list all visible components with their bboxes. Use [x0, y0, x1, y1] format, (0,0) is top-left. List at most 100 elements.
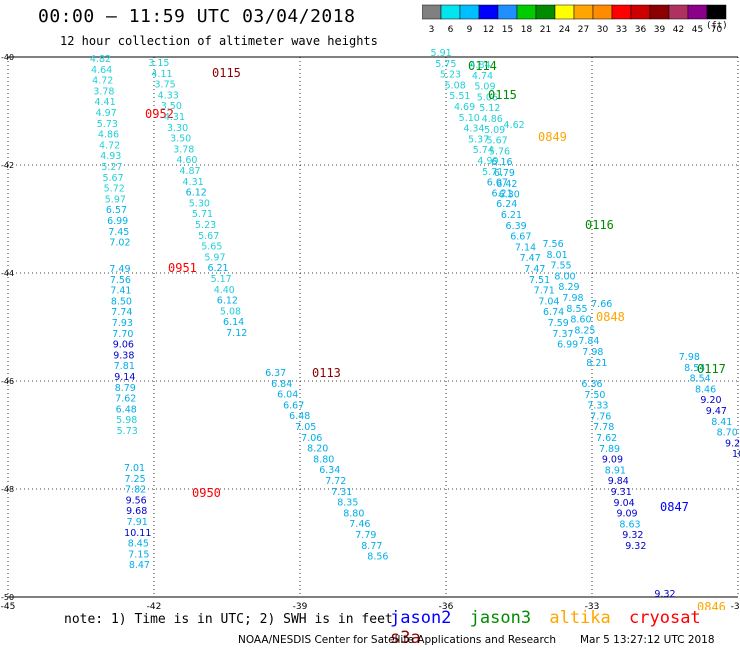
legend-jason3: jason3	[469, 608, 532, 628]
colorbar-tick: 6	[448, 25, 454, 34]
swh-value: 7.81	[114, 361, 135, 372]
swh-value: 6.07	[487, 178, 508, 189]
swh-value: 6.21	[501, 210, 522, 221]
swh-value: 9.20	[700, 395, 721, 406]
swh-value: 7.55	[550, 261, 571, 272]
swh-value: 6.04	[277, 390, 298, 401]
track-time-label: 0847	[660, 500, 689, 514]
swh-value: 6.67	[510, 232, 531, 243]
swh-value: 4.84	[469, 60, 490, 71]
swh-value: 4.87	[179, 166, 200, 177]
swh-value: 7.01	[124, 463, 145, 474]
colorbar-swatch	[706, 4, 727, 20]
swh-value: 4.72	[92, 76, 113, 87]
swh-value: 5.51	[449, 91, 470, 102]
swh-value: 5.75	[435, 59, 456, 70]
swh-value: 8.63	[619, 519, 640, 530]
colorbar-tick: 70	[711, 25, 723, 34]
swh-value: 8.50	[111, 296, 132, 307]
swh-value: 5.09	[474, 82, 495, 93]
swh-value: 4.74	[472, 71, 493, 82]
swh-value: 7.15	[128, 549, 149, 560]
swh-value: 9.31	[611, 487, 632, 498]
footer-note: note: 1) Time is in UTC; 2) SWH is in fe…	[64, 612, 393, 627]
swh-value: 5.74	[473, 145, 494, 156]
chart-subtitle: 12 hour collection of altimeter wave hei…	[60, 34, 378, 48]
swh-value: 5.91	[431, 48, 452, 59]
swh-value: 6.21	[207, 263, 228, 274]
swh-value: 7.50	[584, 390, 605, 401]
swh-value: 6.57	[106, 205, 127, 216]
swh-value: 9.04	[614, 498, 635, 509]
swh-value: 8.70	[717, 428, 738, 439]
legend-s3a: s3a	[390, 628, 421, 648]
swh-value: 9.14	[114, 372, 135, 383]
swh-value: 7.62	[596, 433, 617, 444]
colorbar-tick: 33	[616, 25, 627, 34]
swh-value: 7.59	[548, 318, 569, 329]
swh-value: 6.16	[491, 157, 512, 168]
colorbar-tick: 18	[521, 25, 533, 34]
swh-value: 4.33	[158, 90, 179, 101]
swh-value: 5.98	[116, 415, 137, 426]
swh-value: 10.11	[124, 528, 151, 539]
swh-value: 8.80	[343, 508, 364, 519]
colorbar: 3 6 9 12 15 18 21 24 27 30 33 36 39 42 45 70	[422, 4, 727, 34]
swh-value: 6.12	[217, 296, 238, 307]
colorbar-tick: 12	[483, 25, 494, 34]
swh-value: 10	[732, 449, 740, 460]
track-time-label: 0848	[596, 310, 625, 324]
swh-value: 8.00	[554, 271, 575, 282]
swh-value: 4.72	[99, 140, 120, 151]
swh-value: 6.42	[496, 179, 517, 190]
colorbar-tick: 15	[502, 25, 513, 34]
x-tick-label: -45	[1, 602, 16, 610]
legend-cryosat: cryosat	[629, 608, 701, 628]
swh-value: 7.31	[331, 487, 352, 498]
swh-value: 6.34	[319, 465, 340, 476]
swh-value: 9.32	[622, 530, 643, 541]
swh-value: 4.93	[100, 151, 121, 162]
swh-value: 7.56	[110, 275, 131, 286]
chart-plot: -45 -42 -39 -36 -33 -30 -40 -42 -44 -46 -48 -50 4.82…	[1, 48, 740, 610]
swh-value: 4.69	[454, 102, 475, 113]
swh-value: 7.41	[110, 286, 131, 297]
swh-value: 7.82	[125, 485, 146, 496]
swh-value: 5.27	[101, 162, 122, 173]
swh-value: 7.78	[593, 422, 614, 433]
swh-value: 6.74	[543, 307, 564, 318]
y-tick-label: -46	[1, 377, 14, 386]
x-tick-label: -30	[731, 602, 740, 610]
swh-value: 4.60	[176, 155, 197, 166]
swh-value: 7.47	[520, 253, 541, 264]
swh-value: 4.64	[91, 65, 112, 76]
colorbar-tick: 27	[578, 25, 589, 34]
swh-value: 7.33	[587, 401, 608, 412]
swh-value: 8.91	[605, 465, 626, 476]
swh-value: 4.11	[151, 69, 172, 80]
swh-value: 5.37	[468, 134, 489, 145]
swh-value: 7.51	[529, 275, 550, 286]
swh-value: 4.82	[90, 54, 111, 65]
swh-value: 5.67	[198, 231, 219, 242]
swh-value: 7.25	[124, 474, 145, 485]
swh-value: 8.45	[128, 539, 149, 550]
swh-value: 8.46	[695, 384, 716, 395]
colorbar-tick: 24	[559, 25, 571, 34]
swh-value: 5.10	[459, 113, 480, 124]
swh-value: 6.48	[116, 404, 137, 415]
swh-value: 7.70	[112, 329, 133, 340]
legend-altika: altika	[549, 608, 611, 628]
x-tick-label: -33	[585, 602, 600, 610]
y-tick-label: -44	[1, 269, 14, 278]
swh-value: 7.98	[562, 293, 583, 304]
swh-value: 8.77	[361, 541, 382, 552]
swh-value: 8.56	[367, 552, 388, 563]
swh-value: 5.23	[195, 220, 216, 231]
swh-value: 6.12	[186, 188, 207, 199]
swh-value: 5.73	[117, 426, 138, 437]
swh-value: 5.97	[204, 252, 225, 263]
swh-value: 5.97	[105, 194, 126, 205]
swh-value: 7.98	[582, 347, 603, 358]
track-time-label: 0116	[585, 218, 614, 232]
